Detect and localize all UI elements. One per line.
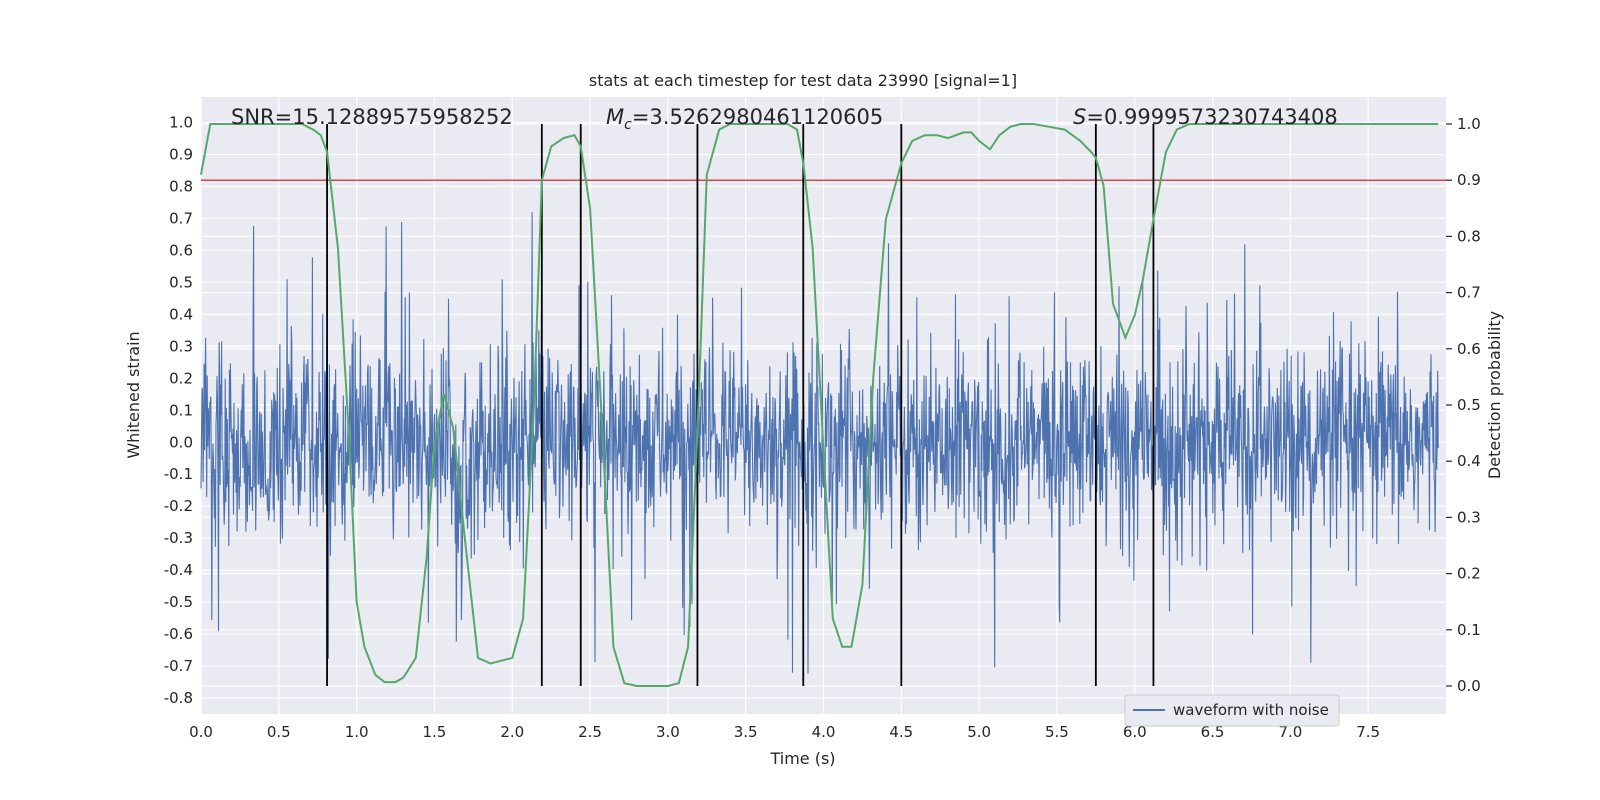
y-right-tick-label: 0.2 (1457, 565, 1481, 583)
x-axis-label: Time (s) (769, 749, 835, 768)
x-tick-label: 6.0 (1123, 723, 1147, 741)
x-tick-label: 7.5 (1356, 723, 1380, 741)
y-right-tick-label: 0.5 (1457, 396, 1481, 414)
y-right-tick-label: 0.1 (1457, 621, 1481, 639)
y-right-tick-label: 0.0 (1457, 677, 1481, 695)
chirp-mass-annotation: Mc=3.5262980461120605 (606, 105, 883, 133)
legend-label: waveform with noise (1173, 701, 1329, 719)
y-left-tick-label: 0.9 (169, 146, 193, 164)
x-tick-label: 5.5 (1045, 723, 1069, 741)
y-left-tick-label: 0.3 (169, 337, 193, 355)
x-tick-label: 1.5 (423, 723, 447, 741)
x-tick-label: 2.0 (500, 723, 524, 741)
chirp-mass-value: =3.5262980461120605 (632, 105, 883, 129)
y-left-tick-label: 0.6 (169, 241, 193, 259)
y-left-tick-label: -0.7 (164, 657, 193, 675)
x-tick-label: 4.5 (889, 723, 913, 741)
s-symbol: S (1073, 105, 1086, 129)
snr-annotation: SNR=15.12889575958252 (231, 105, 513, 129)
y-right-tick-label: 1.0 (1457, 115, 1481, 133)
waveform-series (200, 212, 1439, 674)
waveform-trace (200, 212, 1439, 674)
y-left-tick-label: -0.1 (164, 465, 193, 483)
y-right-tick-label: 0.7 (1457, 284, 1481, 302)
y-right-tick-label: 0.3 (1457, 508, 1481, 526)
y-left-tick-label: 0.5 (169, 273, 193, 291)
y-left-tick-label: -0.4 (164, 561, 193, 579)
y-left-axis-ticks: -0.8 -0.7 -0.6 -0.5 -0.4 -0.3 -0.2 -0.1 0.0 0.1 0.… (164, 114, 193, 707)
y-right-axis-ticks: 0.0 0.1 0.2 0.3 0.4 0.5 0.6 0.7 0.8 0.9 1.0 (1446, 115, 1481, 695)
y-left-tick-label: 0.7 (169, 209, 193, 227)
y-left-tick-label: 0.8 (169, 178, 193, 196)
x-tick-label: 5.0 (967, 723, 991, 741)
y-right-tick-label: 0.4 (1457, 452, 1481, 470)
x-tick-label: 0.0 (189, 723, 213, 741)
x-axis-ticks: 0.0 0.5 1.0 1.5 2.0 2.5 3.0 3.5 4.0 4.5 5.0 5.5 6.0 6… (189, 723, 1380, 741)
y-right-tick-label: 0.9 (1457, 171, 1481, 189)
y-left-tick-label: 1.0 (169, 114, 193, 132)
detection-probability-series (200, 123, 1439, 687)
s-annotation: S=0.9999573230743408 (1073, 105, 1338, 129)
y-right-tick-label: 0.6 (1457, 340, 1481, 358)
y-left-tick-label: -0.6 (164, 625, 193, 643)
x-tick-label: 6.5 (1201, 723, 1225, 741)
x-tick-label: 3.0 (656, 723, 680, 741)
chirp-mass-symbol: M (606, 105, 624, 129)
y-right-axis-label: Detection probability (1485, 311, 1504, 479)
x-tick-label: 4.0 (812, 723, 836, 741)
y-left-tick-label: 0.4 (169, 305, 193, 323)
legend: waveform with noise (1124, 694, 1340, 727)
s-value: =0.9999573230743408 (1086, 105, 1337, 129)
x-tick-label: 3.5 (734, 723, 758, 741)
x-tick-label: 7.0 (1278, 723, 1302, 741)
y-left-tick-label: -0.5 (164, 593, 193, 611)
y-left-tick-label: 0.0 (169, 433, 193, 451)
chirp-mass-subscript: c (624, 117, 632, 133)
y-right-tick-label: 0.8 (1457, 227, 1481, 245)
y-left-tick-label: 0.2 (169, 369, 193, 387)
x-tick-label: 0.5 (267, 723, 291, 741)
y-left-tick-label: 0.1 (169, 401, 193, 419)
y-left-axis-label: Whitened strain (124, 331, 143, 458)
y-left-tick-label: -0.8 (164, 689, 193, 707)
legend-box (1124, 694, 1340, 727)
chart-title: stats at each timestep for test data 239… (589, 71, 1017, 90)
y-left-tick-label: -0.3 (164, 529, 193, 547)
y-left-tick-label: -0.2 (164, 497, 193, 515)
x-tick-label: 1.0 (345, 723, 369, 741)
x-tick-label: 2.5 (578, 723, 602, 741)
